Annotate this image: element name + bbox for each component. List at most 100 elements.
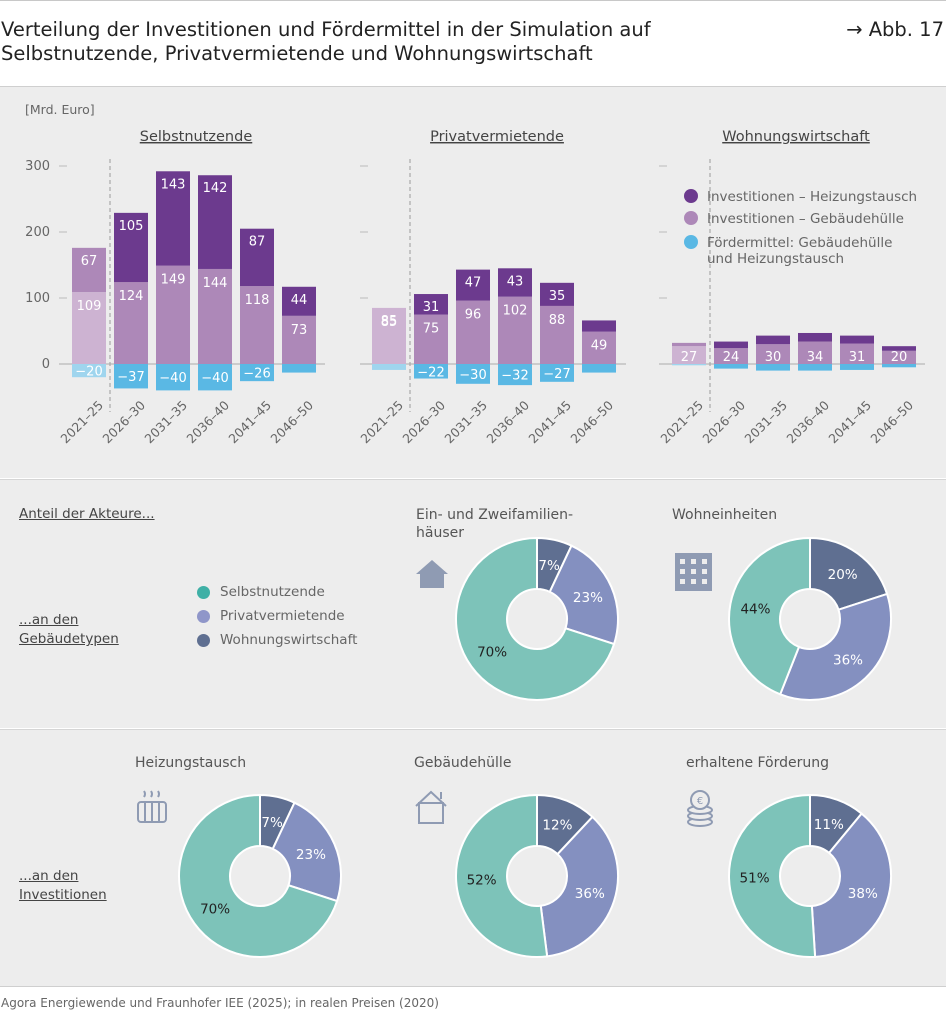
- data-label-foerdermittel: −26: [243, 367, 270, 382]
- bar-heizungstausch: [756, 336, 790, 345]
- data-label-heizungstausch: 85: [381, 314, 398, 329]
- x-tick-label: 2041–45: [525, 398, 574, 447]
- data-label-gebaeudehuelle: 27: [681, 350, 698, 365]
- x-tick-label: 2021–25: [357, 398, 406, 447]
- figure-reference: → Abb. 17: [846, 18, 944, 41]
- legend-label: Fördermittel: Gebäudehülle: [707, 235, 892, 251]
- x-tick-label: 2046–50: [567, 397, 616, 446]
- data-label-gebaeudehuelle: 88: [549, 313, 566, 328]
- donut-efh: 7%23%70%: [456, 538, 618, 700]
- y-tick-label: 300: [25, 159, 50, 174]
- x-tick-label: 2036–40: [783, 397, 832, 446]
- legend-swatch: [684, 189, 698, 203]
- bar-heizungstausch: [582, 320, 616, 331]
- x-tick-label: 2036–40: [483, 397, 532, 446]
- data-label-heizungstausch: 87: [249, 235, 266, 250]
- data-label-heizungstausch: 31: [423, 300, 440, 315]
- house-icon: [416, 560, 448, 588]
- data-label-foerdermittel: −20: [75, 365, 102, 380]
- data-label-gebaeudehuelle: 73: [291, 323, 308, 338]
- slice-label: 52%: [467, 872, 497, 888]
- data-label-heizungstausch: 44: [291, 293, 308, 308]
- data-label-foerdermittel: −27: [543, 367, 570, 382]
- slice-label: 38%: [848, 886, 878, 902]
- bar-foerdermittel: [372, 364, 406, 370]
- data-label-gebaeudehuelle: 30: [765, 350, 782, 365]
- bar-heizungstausch: [672, 343, 706, 346]
- data-label-gebaeudehuelle: 24: [723, 350, 740, 365]
- data-label-gebaeudehuelle: 49: [591, 339, 608, 354]
- bar-heizungstausch: [798, 333, 832, 342]
- slice-label: 70%: [477, 645, 507, 661]
- bar-chart: [Mrd. Euro]0100200300Selbstnutzende10967…: [0, 87, 946, 478]
- data-label-gebaeudehuelle: 31: [849, 350, 866, 365]
- data-label-foerdermittel: −32: [501, 369, 528, 384]
- data-label-heizungstausch: 47: [465, 276, 482, 291]
- svg-text:€: €: [697, 796, 703, 807]
- donut-heizungstausch: 7%23%70%: [179, 795, 341, 957]
- bar-foerdermittel: [282, 364, 316, 373]
- legend-label: Investitionen – Heizungstausch: [707, 189, 917, 205]
- investments-panel: ...an den Investitionen Heizungstausch G…: [0, 729, 946, 987]
- slice-label: 12%: [542, 817, 572, 833]
- bar-chart-panel: [Mrd. Euro]0100200300Selbstnutzende10967…: [0, 86, 946, 478]
- bar-heizungstausch: [714, 342, 748, 349]
- slice-label: 44%: [740, 602, 770, 618]
- data-label-heizungstausch: 142: [203, 181, 228, 196]
- data-label-gebaeudehuelle: 124: [119, 289, 144, 304]
- data-label-foerdermittel: −37: [117, 370, 144, 385]
- slice-label: 23%: [296, 847, 326, 863]
- x-tick-label: 2041–45: [225, 398, 274, 447]
- data-label-foerdermittel: −40: [159, 371, 186, 386]
- y-tick-label: 200: [25, 225, 50, 240]
- x-tick-label: 2031–35: [441, 398, 490, 447]
- legend-label: und Heizungstausch: [707, 251, 844, 267]
- data-label-heizungstausch: 67: [81, 254, 98, 269]
- slice-label: 36%: [575, 886, 605, 902]
- building-types-graphics: 7%23%70% 20%36%44%: [0, 480, 946, 728]
- data-label-gebaeudehuelle: 34: [807, 350, 824, 365]
- y-tick-label: 100: [25, 291, 50, 306]
- building-types-panel: Anteil der Akteure... ...an den Gebäudet…: [0, 479, 946, 728]
- x-tick-label: 2021–25: [657, 398, 706, 447]
- y-unit-label: [Mrd. Euro]: [25, 102, 95, 117]
- data-label-gebaeudehuelle: 75: [423, 322, 440, 337]
- coins-icon: €: [688, 791, 712, 826]
- data-label-gebaeudehuelle: 144: [203, 276, 228, 291]
- x-tick-label: 2026–30: [99, 397, 148, 446]
- data-label-gebaeudehuelle: 96: [465, 308, 482, 323]
- data-label-foerdermittel: −30: [459, 368, 486, 383]
- bar-foerdermittel: [582, 364, 616, 373]
- data-label-heizungstausch: 105: [119, 219, 144, 234]
- data-label-gebaeudehuelle: 20: [891, 350, 908, 365]
- panel-title: Wohnungswirtschaft: [722, 129, 870, 145]
- slice-label: 51%: [740, 871, 770, 887]
- legend-swatch: [684, 211, 698, 225]
- apartment-building-icon: [675, 553, 712, 591]
- donut-foerderung: 11%38%51%: [729, 795, 891, 957]
- slice-label: 23%: [573, 590, 603, 606]
- radiator-icon: [138, 791, 166, 822]
- x-tick-label: 2046–50: [267, 397, 316, 446]
- slice-label: 7%: [261, 815, 283, 831]
- donut-wohneinheiten: 20%36%44%: [729, 538, 891, 700]
- legend-swatch: [684, 235, 698, 249]
- donut-gebaeudehuelle: 12% 36% 52%: [456, 795, 618, 957]
- data-label-gebaeudehuelle: 149: [161, 273, 186, 288]
- x-tick-label: 2041–45: [825, 398, 874, 447]
- source-note: Agora Energiewende und Fraunhofer IEE (2…: [1, 996, 439, 1010]
- x-tick-label: 2026–30: [699, 397, 748, 446]
- figure-header: Verteilung der Investitionen und Förderm…: [0, 0, 946, 87]
- investments-graphics: € 7%23%70% 12%36%52% 11%38%51%: [0, 730, 946, 986]
- x-tick-label: 2036–40: [183, 397, 232, 446]
- panel-title: Selbstnutzende: [140, 129, 253, 145]
- panel-title: Privatvermietende: [430, 129, 564, 145]
- data-label-foerdermittel: −40: [201, 371, 228, 386]
- legend-label: Investitionen – Gebäudehülle: [707, 211, 904, 227]
- x-tick-label: 2026–30: [399, 397, 448, 446]
- data-label-foerdermittel: −22: [417, 365, 444, 380]
- bar-heizungstausch: [840, 336, 874, 344]
- data-label-gebaeudehuelle: 109: [77, 299, 102, 314]
- x-tick-label: 2021–25: [57, 398, 106, 447]
- data-label-heizungstausch: 43: [507, 274, 524, 289]
